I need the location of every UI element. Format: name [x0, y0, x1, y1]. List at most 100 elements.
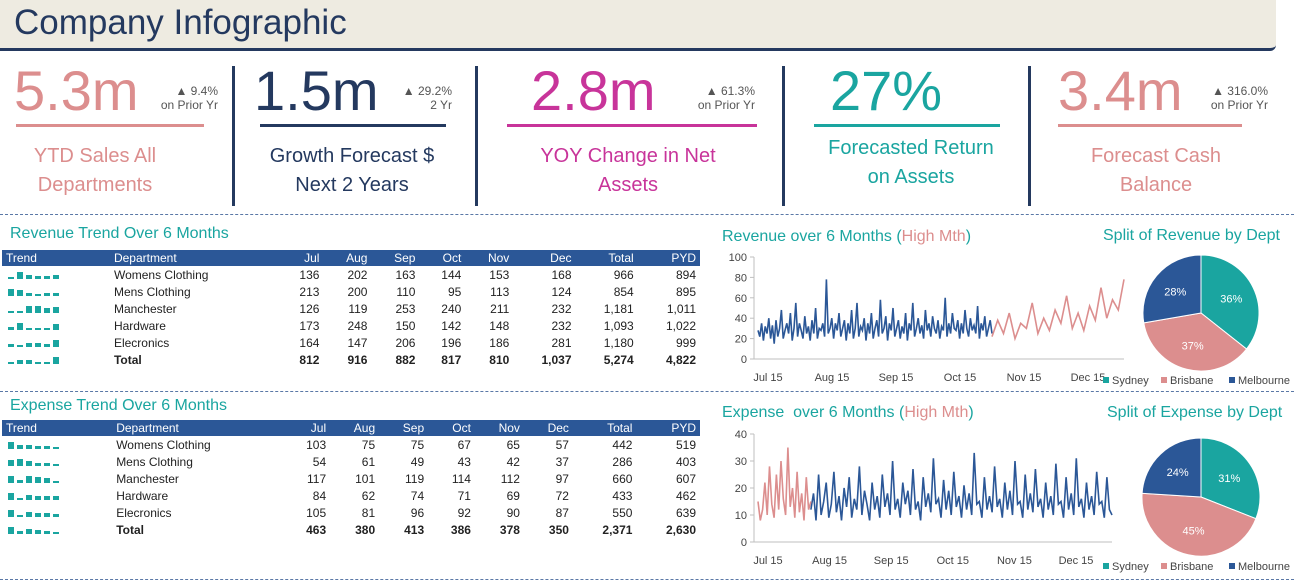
sparkline-bar: [26, 293, 32, 297]
x-tick-label: Sep 15: [879, 372, 914, 384]
column-header: Jul: [283, 420, 331, 436]
sparkline-bar: [53, 481, 59, 484]
pie-slice-brisbane: [1141, 492, 1257, 557]
sparkline-bar: [35, 328, 41, 331]
sparkline-bar: [26, 476, 32, 484]
expense-high-month-line: [757, 447, 812, 521]
trend-sparkline: [8, 459, 59, 467]
sparkline-bar: [44, 463, 50, 467]
value-cell: 550: [612, 505, 633, 520]
value-cell: 1,093: [603, 318, 634, 333]
value-cell: 413: [404, 522, 425, 537]
kpi-value: 3.4m: [1058, 59, 1183, 122]
kpi-label: Forecast Cash Balance: [1056, 142, 1256, 200]
value-cell: 69: [506, 488, 520, 503]
sparkline-bar: [8, 493, 14, 501]
kpi-change-value: ▲ 61.3%: [705, 84, 755, 98]
value-cell: 213: [299, 284, 320, 299]
kpi-label-line1: Forecast Cash: [1090, 145, 1222, 167]
chart-title-text: Expense over 6 Months: [722, 404, 895, 421]
section-divider: [0, 579, 1294, 580]
trend-cell: [2, 334, 110, 351]
column-header: Trend: [2, 420, 113, 436]
sparkline-bar: [35, 513, 41, 518]
sparkline-bar: [8, 362, 14, 365]
legend-label: Melbourne: [1238, 375, 1290, 387]
value-cell: 97: [555, 471, 569, 486]
value-cell: 57: [555, 437, 569, 452]
kpi-label-line2: Assets: [597, 174, 659, 196]
table-row: Total 812 916 882 817 810 1,037 5,274 4,822: [2, 351, 700, 368]
value-cell: 163: [395, 267, 416, 282]
value-cell: 114: [451, 471, 471, 486]
expense-pie-chart-title: Split of Expense by Dept: [1107, 404, 1283, 421]
kpi-growth-forecast: 1.5m ▲ 29.2% 2 Yr Growth Forecast $ Next…: [254, 58, 454, 208]
pie-slice-label: 45%: [1182, 525, 1204, 537]
pie-slice-label: 28%: [1164, 286, 1186, 298]
trend-sparkline: [8, 306, 59, 314]
kpi-forecasted-return: 27% Forecasted Return on Assets: [812, 58, 1012, 208]
sparkline-bar: [26, 275, 32, 280]
value-cell: 119: [348, 301, 368, 316]
revenue-series-line: [757, 279, 993, 344]
pie-slice-brisbane: [1143, 312, 1248, 372]
sparkline-bar: [8, 327, 14, 331]
value-cell: 61: [361, 454, 376, 469]
column-header: Sep: [371, 250, 420, 266]
trend-cell: [2, 351, 110, 368]
y-tick-label: 20: [735, 483, 747, 495]
sparkline-bar: [44, 513, 50, 518]
kpi-yoy-net-assets: 2.8m ▲ 61.3% on Prior Yr YOY Change in N…: [505, 58, 765, 208]
trend-sparkline: [8, 340, 59, 348]
value-cell: 168: [551, 267, 572, 282]
value-cell: 148: [489, 318, 510, 333]
value-cell: 142: [441, 318, 462, 333]
column-header: Nov: [474, 420, 524, 436]
column-header: PYD: [637, 250, 700, 266]
pie-slice-melbourne: [1141, 437, 1202, 498]
trend-cell: [2, 300, 110, 317]
column-header: Aug: [323, 250, 372, 266]
column-header: Dec: [513, 250, 576, 266]
value-cell: 812: [299, 352, 320, 367]
expense-pie-chart: 31% 45% 24% Sydney Brisbane Melbourne: [1103, 437, 1290, 573]
sparkline-bar: [17, 360, 23, 365]
value-cell: 112: [500, 471, 520, 486]
value-cell: 113: [490, 284, 510, 299]
kpi-label-line1: YOY Change in Net: [540, 145, 716, 167]
value-cell: 105: [306, 505, 327, 520]
y-tick-label: 20: [735, 334, 747, 346]
sparkline-bar: [53, 307, 59, 314]
value-cell: 96: [410, 505, 425, 520]
section-divider: [0, 214, 1294, 215]
value-cell: 147: [347, 335, 368, 350]
value-cell: 74: [410, 488, 425, 503]
value-cell: 49: [410, 454, 425, 469]
department-cell: Manchester: [116, 471, 179, 486]
sparkline-bar: [53, 324, 59, 331]
department-cell: Hardware: [116, 488, 169, 503]
sparkline-bar: [17, 345, 23, 348]
trend-cell: [2, 317, 110, 334]
kpi-underline: [1058, 124, 1242, 127]
legend-swatch: [1103, 563, 1109, 569]
chart-title-suffix: ): [965, 228, 972, 245]
sparkline-bar: [17, 515, 23, 518]
y-tick-label: 100: [729, 252, 747, 264]
column-header: Department: [109, 250, 278, 266]
value-cell: 380: [355, 522, 376, 537]
x-tick-label: Nov 15: [1007, 372, 1042, 384]
value-cell: 2,371: [602, 522, 633, 537]
legend-swatch: [1229, 563, 1235, 569]
value-cell: 84: [312, 488, 327, 503]
value-cell: 136: [299, 267, 320, 282]
trend-sparkline: [8, 476, 59, 484]
department-cell: Total: [116, 522, 144, 537]
value-cell: 519: [675, 437, 696, 452]
kpi-label-line1: Growth Forecast $: [269, 145, 435, 167]
trend-cell: [2, 453, 112, 470]
y-tick-label: 40: [735, 313, 747, 325]
kpi-underline: [16, 124, 204, 127]
sparkline-bar: [26, 445, 32, 450]
sparkline-bar: [44, 293, 50, 297]
